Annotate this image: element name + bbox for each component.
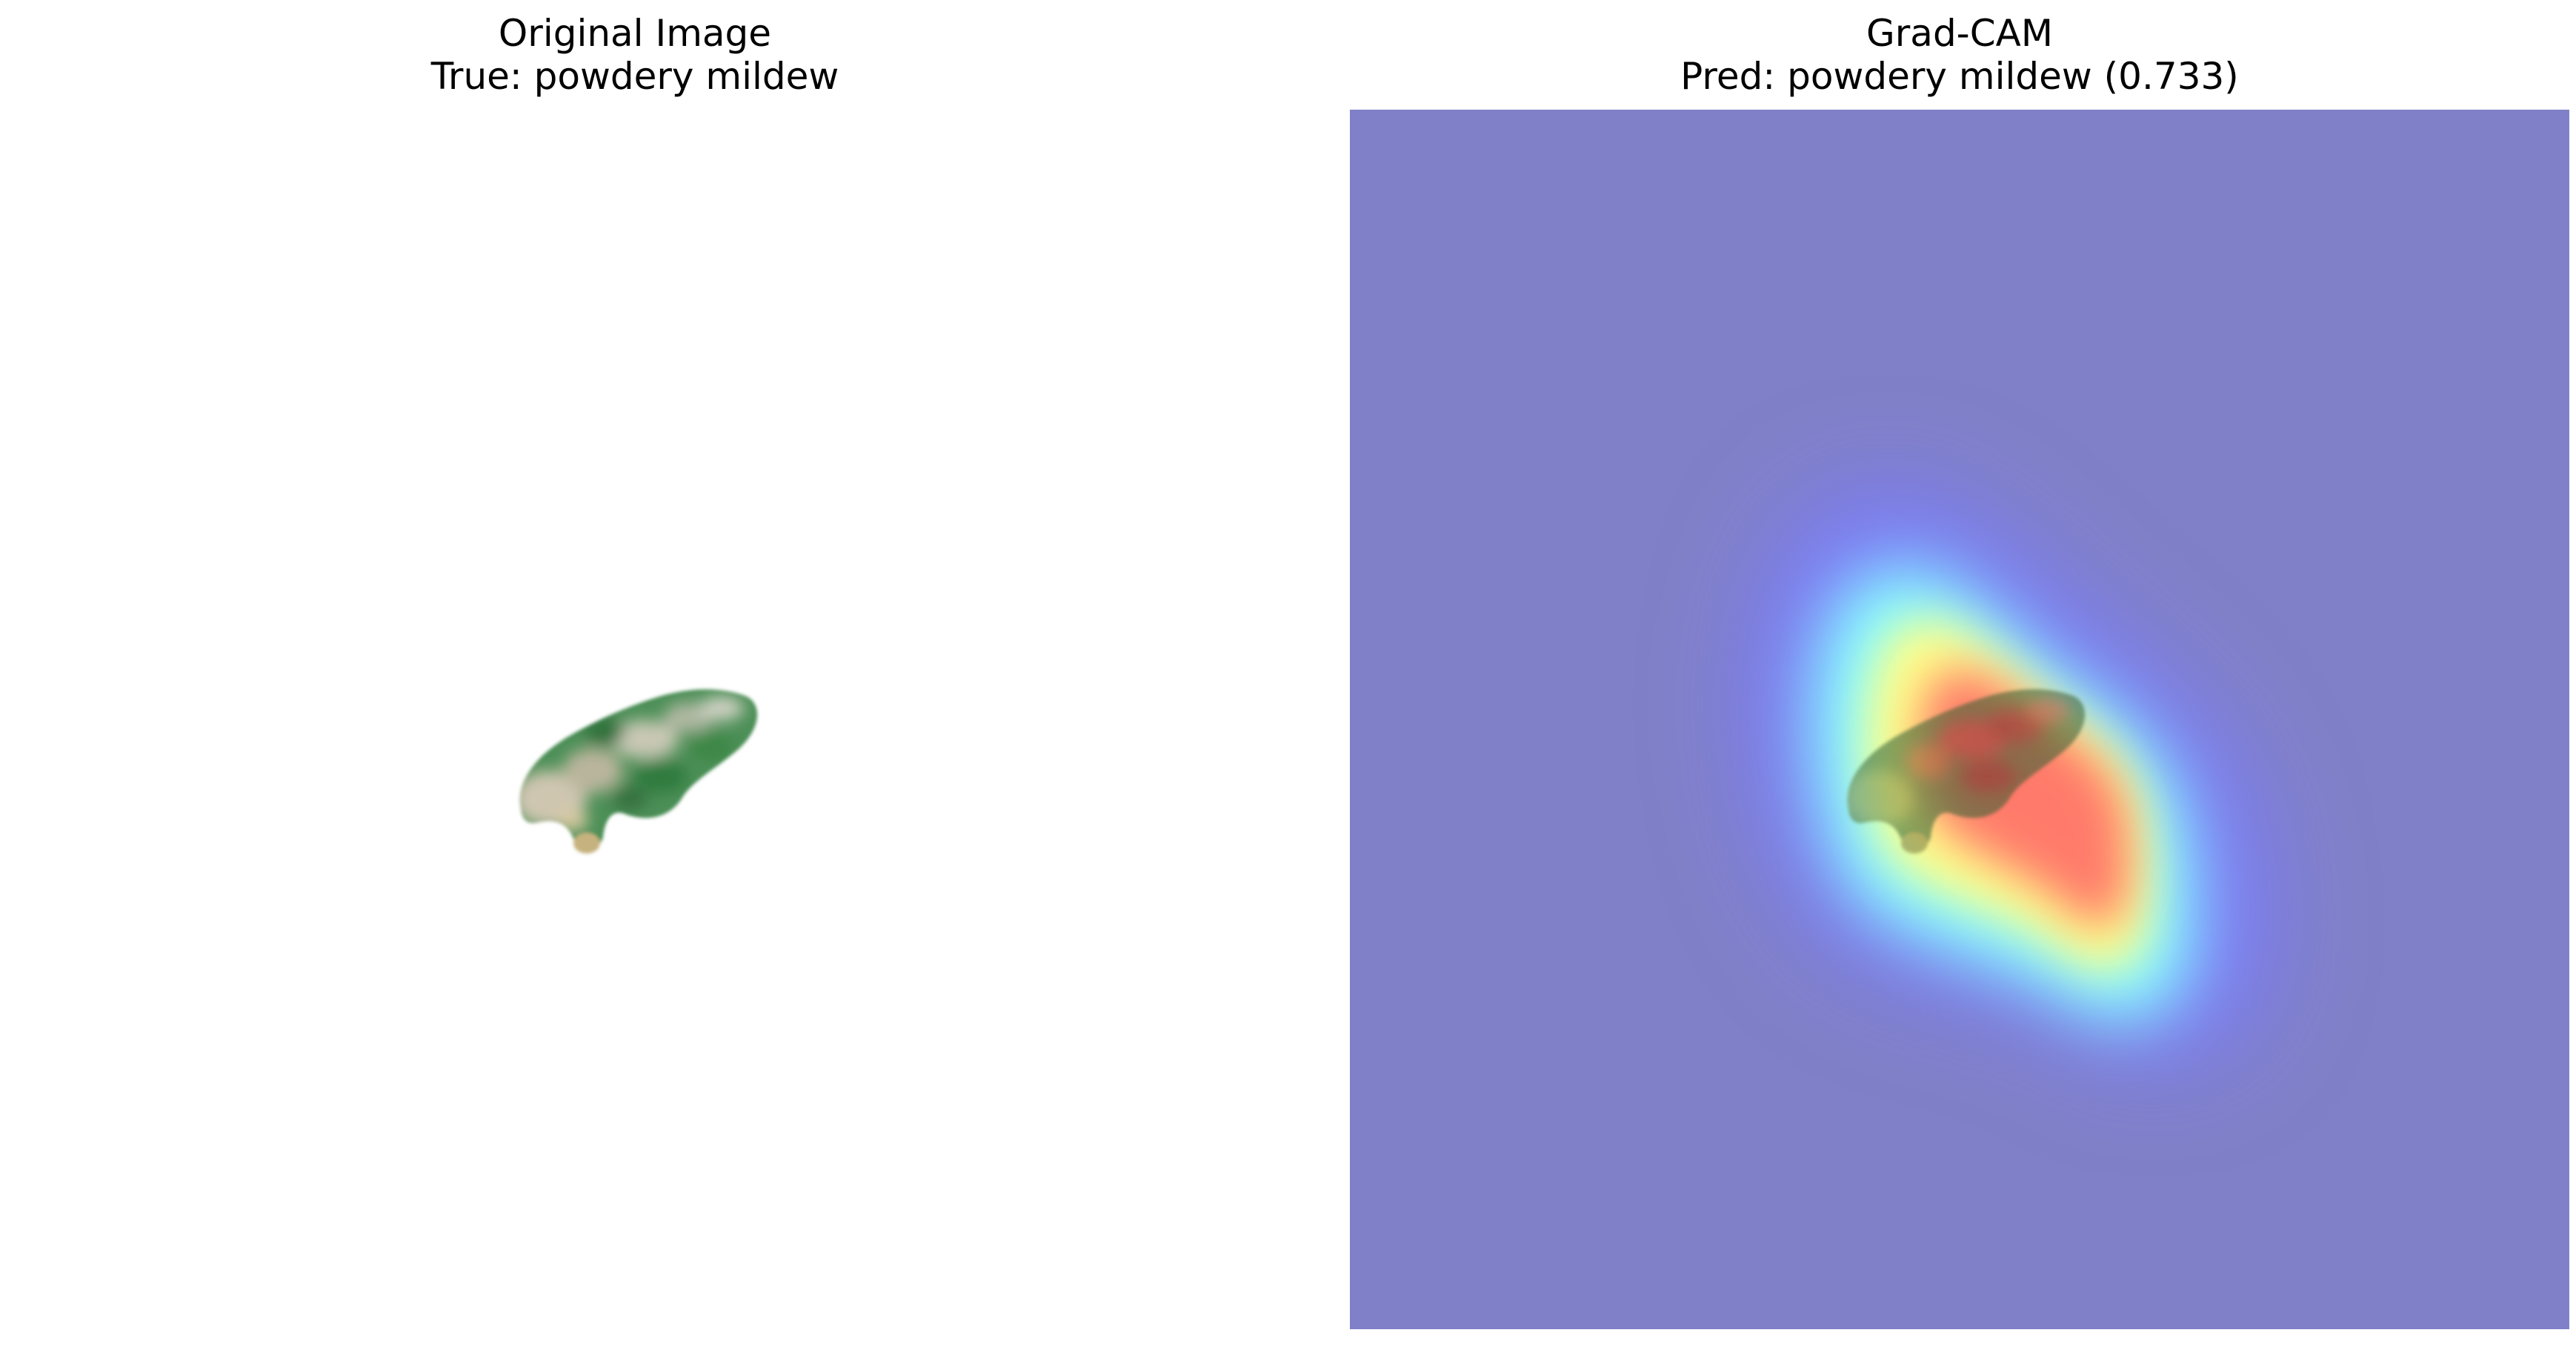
gradcam-title: Grad-CAM Pred: powdery mildew (0.733) — [1350, 12, 2569, 98]
leaf-sample — [519, 689, 758, 854]
original-image-canvas — [22, 110, 1242, 1329]
prediction-label-text: Pred: powdery mildew (0.733) — [1680, 55, 2239, 98]
gradcam-heatmap-image — [1350, 110, 2569, 1329]
true-label-text: True: powdery mildew — [430, 55, 839, 98]
gradcam-heatmap-canvas — [1350, 110, 2569, 1329]
original-image — [22, 110, 1242, 1329]
original-image-panel: Original Image True: powdery mildew — [0, 12, 1270, 1329]
gradcam-title-line1: Grad-CAM — [1866, 12, 2053, 55]
leaf-sample-overlay — [1847, 689, 2086, 854]
gradcam-panel: Grad-CAM Pred: powdery mildew (0.733) — [1288, 0, 2576, 1347]
original-image-title: Original Image True: powdery mildew — [0, 12, 1270, 98]
original-image-title-line1: Original Image — [498, 12, 772, 55]
